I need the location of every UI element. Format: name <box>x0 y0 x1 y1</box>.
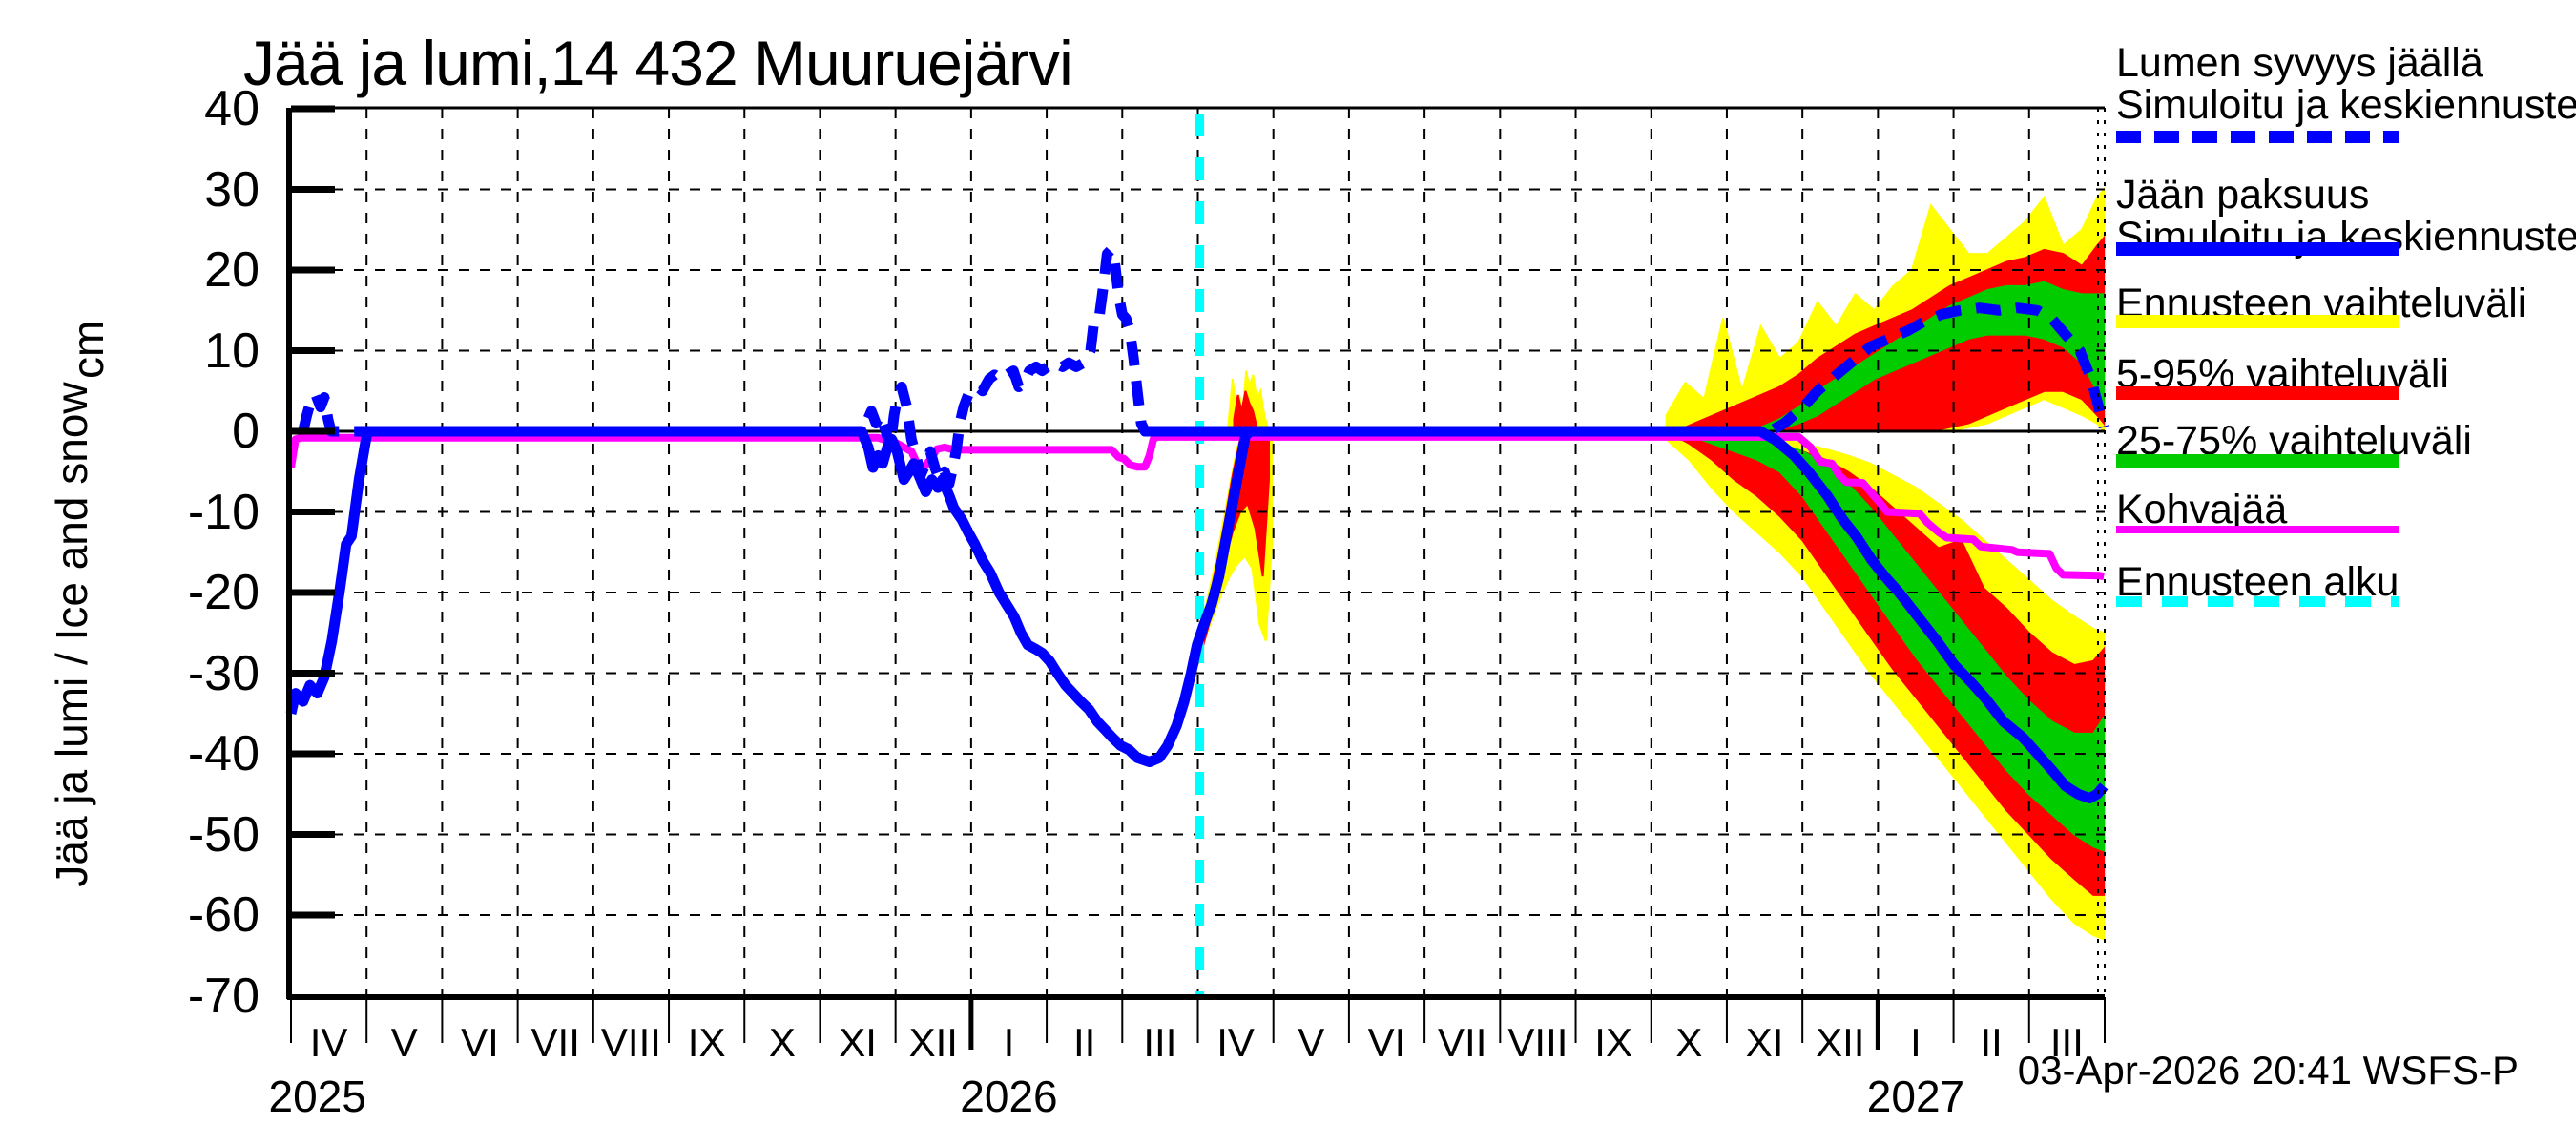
y-tick-label: -70 <box>187 968 260 1024</box>
x-month-label: IV <box>1216 1020 1255 1065</box>
x-month-label: X <box>768 1020 796 1065</box>
x-month-label: VIII <box>1507 1020 1568 1065</box>
x-year-label: 2026 <box>960 1072 1058 1121</box>
y-axis-label: Jää ja lumi / Ice and snow <box>47 382 96 887</box>
legend-label: Ennusteen alku <box>2116 559 2399 605</box>
y-tick-label: 10 <box>204 323 260 379</box>
y-tick-label: 40 <box>204 81 260 136</box>
legend-label: Simuloitu ja keskiennuste <box>2116 82 2576 128</box>
y-tick-label: -20 <box>187 565 260 620</box>
x-month-label: III <box>2049 1020 2084 1065</box>
x-month-label: III <box>1143 1020 1177 1065</box>
legend-swatch-dashed-cyan <box>2116 596 2399 607</box>
series-kohvajaa <box>287 432 2105 581</box>
y-tick-label: 20 <box>204 242 260 298</box>
legend-swatch-solid-yellow <box>2116 315 2399 328</box>
y-tick-label: -10 <box>187 484 260 540</box>
legend-swatch-solid-blue <box>2116 242 2399 256</box>
x-month-label: VI <box>461 1020 499 1065</box>
series-snow-depth <box>298 244 2109 489</box>
x-month-label: X <box>1675 1020 1703 1065</box>
timestamp: 03-Apr-2026 20:41 WSFS-P <box>2017 1048 2519 1093</box>
y-tick-label: -50 <box>187 806 260 863</box>
legend-label: Lumen syvyys jäällä <box>2116 40 2483 86</box>
x-month-label: I <box>1003 1020 1015 1065</box>
legend-swatch-solid-green <box>2116 454 2399 468</box>
y-tick-label: -40 <box>187 726 260 781</box>
x-year-label: 2027 <box>1866 1072 1965 1121</box>
legend-label: Jään paksuus <box>2116 172 2370 218</box>
x-month-label: I <box>1910 1020 1922 1065</box>
y-tick-label: -60 <box>187 887 260 943</box>
x-month-label: IX <box>1594 1020 1632 1065</box>
x-month-label: V <box>1298 1020 1325 1065</box>
series-ice-thickness <box>285 426 2109 803</box>
x-month-label: XII <box>908 1020 958 1065</box>
x-year-label: 2025 <box>268 1072 366 1121</box>
x-month-label: VI <box>1367 1020 1406 1065</box>
legend-swatch-solid-magenta <box>2116 526 2399 533</box>
x-month-label: V <box>390 1020 418 1065</box>
x-month-label: II <box>1980 1020 2003 1065</box>
legend-swatch-solid-red <box>2116 386 2399 400</box>
x-month-label: II <box>1073 1020 1096 1065</box>
legend-label: Kohvajää <box>2116 487 2288 532</box>
y-tick-label: 30 <box>204 161 260 218</box>
x-month-label: XI <box>839 1020 877 1065</box>
x-month-label: VIII <box>600 1020 661 1065</box>
x-month-label: VII <box>1438 1020 1487 1065</box>
x-month-label: XI <box>1745 1020 1784 1065</box>
x-month-label: XII <box>1816 1020 1865 1065</box>
chart-title: Jää ja lumi,14 432 Muuruejärvi <box>243 28 1073 98</box>
x-month-label: IV <box>309 1020 348 1065</box>
y-tick-label: 0 <box>232 404 260 459</box>
x-month-label: IX <box>687 1020 726 1065</box>
x-month-label: VII <box>530 1020 580 1065</box>
y-tick-label: -30 <box>187 645 260 701</box>
legend-swatch-dashed-blue <box>2116 131 2399 143</box>
